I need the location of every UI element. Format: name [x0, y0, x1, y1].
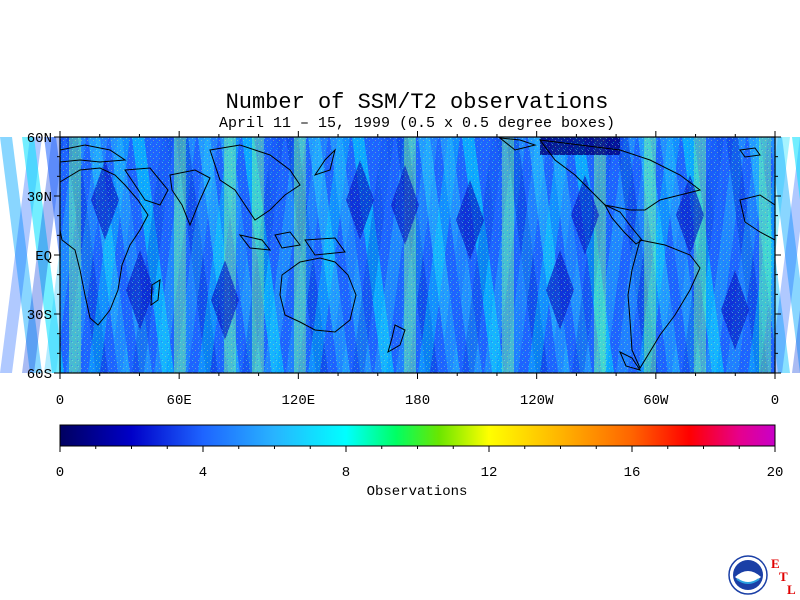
lat-label: 60N [27, 131, 52, 147]
lon-label: 120W [520, 393, 554, 409]
colorbar-tick-label: 0 [56, 465, 64, 481]
lat-label: EQ [35, 249, 52, 265]
observation-field [0, 137, 800, 373]
logo-letter-t: T [779, 569, 788, 584]
lat-label: 30S [27, 308, 52, 324]
lon-label: 120E [282, 393, 316, 409]
noaa-logo-icon [728, 555, 768, 595]
coastlines [59, 137, 776, 371]
map-title: Number of SSM/T2 observations [225, 90, 609, 115]
logo-letter-e: E [771, 556, 780, 571]
latitude-axis: 60N 30N EQ 30S 60S [27, 131, 781, 383]
colorbar [59, 424, 776, 447]
lat-label: 60S [27, 367, 52, 383]
colorbar-tick-label: 20 [767, 465, 784, 481]
lon-label: 0 [771, 393, 779, 409]
longitude-axis: 0 60E 120E 180 120W 60W 0 [56, 131, 779, 409]
colorbar-label: Observations [367, 484, 468, 500]
colorbar-tick-label: 12 [481, 465, 498, 481]
lon-label: 60W [643, 393, 669, 409]
colorbar-tick-label: 4 [199, 465, 207, 481]
lon-label: 0 [56, 393, 64, 409]
colorbar-tick-label: 16 [624, 465, 641, 481]
lat-label: 30N [27, 190, 52, 206]
lon-label: 60E [167, 393, 192, 409]
colorbar-ticks: 0 4 8 12 16 20 [56, 446, 784, 481]
map-subtitle: April 11 – 15, 1999 (0.5 x 0.5 degree bo… [218, 115, 616, 132]
colorbar-tick-label: 8 [342, 465, 350, 481]
lon-label: 180 [405, 393, 430, 409]
logo-letter-l: L [787, 582, 796, 597]
